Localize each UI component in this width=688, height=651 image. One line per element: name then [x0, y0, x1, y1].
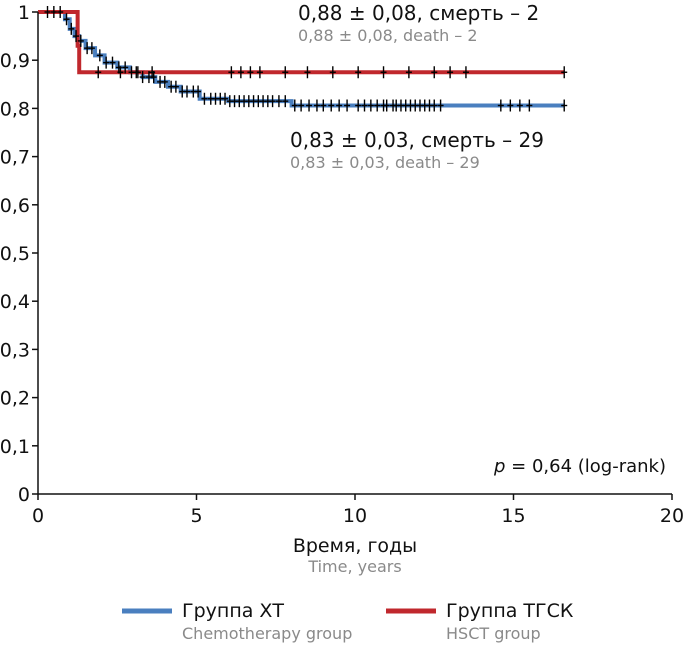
- y-tick-label: 0,8: [0, 98, 30, 120]
- x-tick-label: 20: [660, 505, 684, 527]
- y-tick-label: 0,4: [0, 291, 30, 313]
- legend-label-chemo: Группа ХТ: [182, 600, 284, 622]
- legend-label-hsct: Группа ТГСК: [446, 600, 574, 622]
- x-tick-label: 15: [501, 505, 525, 527]
- y-tick-label: 0: [18, 484, 30, 506]
- p-value-symbol: p: [493, 456, 505, 477]
- y-tick-label: 0,2: [0, 388, 30, 410]
- x-axis-label: Время, годы: [293, 535, 417, 557]
- y-tick-label: 0,1: [0, 436, 30, 458]
- hsct-annotation: 0,88 ± 0,08, смерть – 2: [298, 1, 539, 25]
- censor-marks: [44, 6, 568, 112]
- x-axis-label-en: Time, years: [307, 557, 401, 576]
- p-value-text: = 0,64 (log-rank): [505, 456, 666, 477]
- chemo-annotation-en: 0,83 ± 0,03, death – 29: [290, 153, 480, 172]
- p-value: p = 0,64 (log-rank): [493, 456, 666, 477]
- y-tick-label: 0,6: [0, 195, 30, 217]
- legend-label-chemo-en: Chemotherapy group: [182, 624, 352, 643]
- chemo-annotation: 0,83 ± 0,03, смерть – 29: [290, 128, 544, 152]
- x-tick-label: 10: [343, 505, 367, 527]
- x-tick-label: 5: [190, 505, 202, 527]
- x-tick-label: 0: [32, 505, 44, 527]
- hsct-survival-curve: [38, 10, 565, 75]
- y-tick-label: 1: [18, 2, 30, 24]
- y-axis-ticks: 00,10,20,30,40,50,60,70,80,910 5 10 15 20: [0, 2, 684, 527]
- y-tick-label: 0,5: [0, 243, 30, 265]
- y-tick-label: 0,9: [0, 50, 30, 72]
- y-tick-label: 0,7: [0, 147, 30, 169]
- legend-label-hsct-en: HSCT group: [446, 624, 541, 643]
- hsct-annotation-en: 0,88 ± 0,08, death – 2: [298, 26, 478, 45]
- y-tick-label: 0,3: [0, 339, 30, 361]
